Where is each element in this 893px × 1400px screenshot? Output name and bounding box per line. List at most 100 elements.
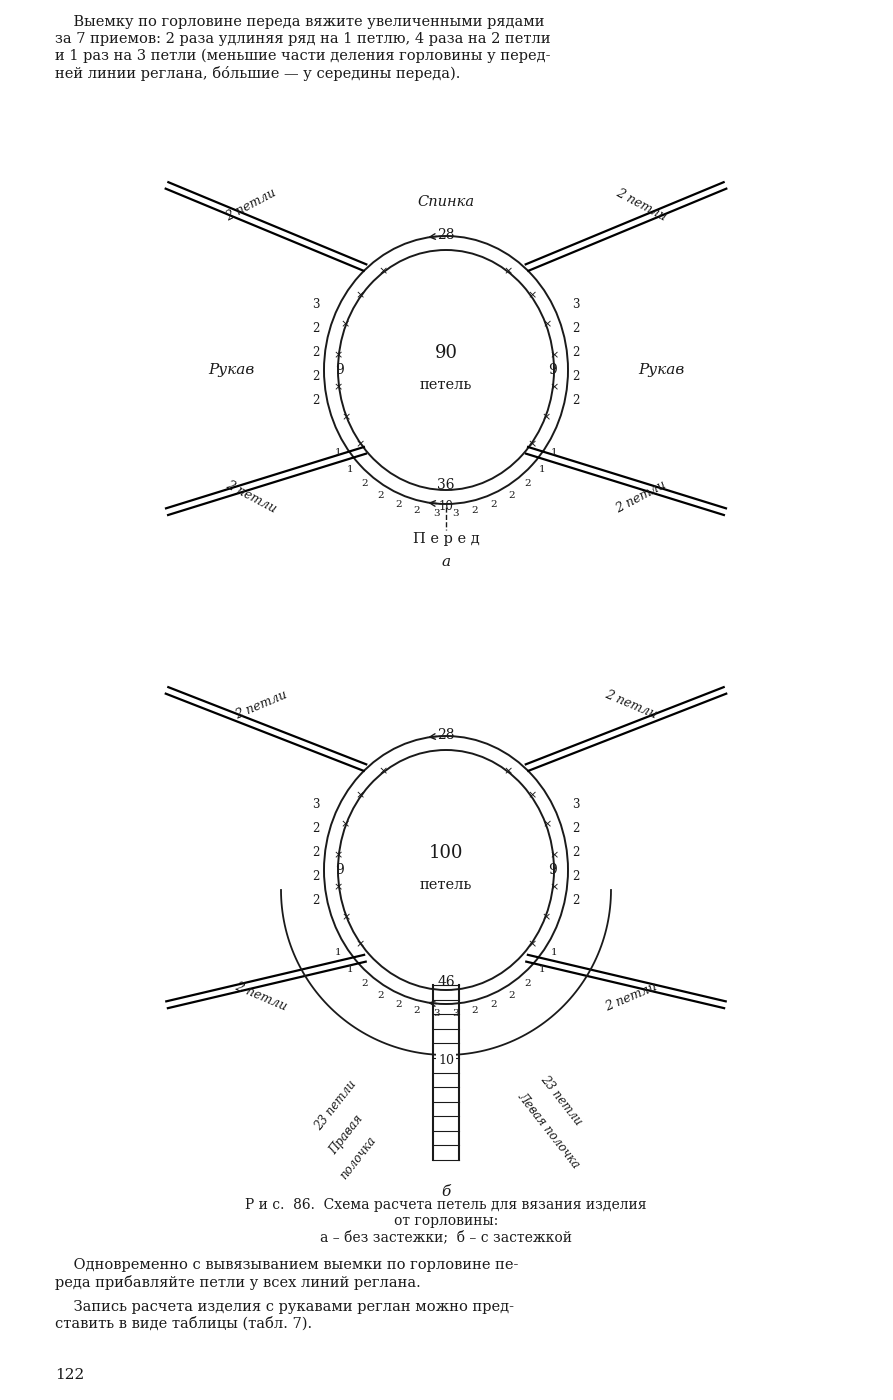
Text: 2: 2 xyxy=(313,869,320,882)
Text: 9: 9 xyxy=(335,862,344,876)
Text: 2: 2 xyxy=(490,1000,497,1009)
Text: 2: 2 xyxy=(490,500,497,508)
Text: 2 петли: 2 петли xyxy=(223,186,279,224)
Text: 2: 2 xyxy=(313,846,320,858)
Text: 10: 10 xyxy=(438,500,454,512)
Text: 28: 28 xyxy=(438,728,455,742)
Text: за 7 приемов: 2 раза удлиняя ряд на 1 петлю, 4 раза на 2 петли: за 7 приемов: 2 раза удлиняя ряд на 1 пе… xyxy=(55,32,551,46)
Text: 2 петли: 2 петли xyxy=(603,980,659,1014)
Text: ×: × xyxy=(333,882,343,892)
Text: 2: 2 xyxy=(362,979,368,988)
Text: 2 петли: 2 петли xyxy=(233,980,289,1014)
Text: от горловины:: от горловины: xyxy=(394,1214,498,1228)
Text: 2 петли: 2 петли xyxy=(613,479,669,515)
Text: ×: × xyxy=(341,412,350,423)
Text: Запись расчета изделия с рукавами реглан можно пред-: Запись расчета изделия с рукавами реглан… xyxy=(55,1301,514,1315)
Text: ставить в виде таблицы (табл. 7).: ставить в виде таблицы (табл. 7). xyxy=(55,1316,313,1331)
Text: 1: 1 xyxy=(538,465,545,473)
Text: Рукав: Рукав xyxy=(638,363,684,377)
Text: Правая: Правая xyxy=(327,1113,365,1158)
Text: 3: 3 xyxy=(433,1009,439,1018)
Text: 2: 2 xyxy=(395,500,402,508)
Text: 2 петли: 2 петли xyxy=(223,479,279,515)
Text: 2: 2 xyxy=(413,1007,421,1015)
Text: ×: × xyxy=(504,766,513,776)
Text: ×: × xyxy=(333,850,343,860)
Text: 1: 1 xyxy=(538,965,545,973)
Text: 100: 100 xyxy=(429,844,463,862)
Text: 3: 3 xyxy=(572,298,580,311)
Text: ×: × xyxy=(542,412,551,423)
Text: ×: × xyxy=(379,266,388,276)
Text: ×: × xyxy=(355,440,365,449)
Text: 2: 2 xyxy=(472,505,479,515)
Text: 2: 2 xyxy=(572,393,580,406)
Text: Левая полочка: Левая полочка xyxy=(515,1089,582,1170)
Text: ×: × xyxy=(549,850,559,860)
Text: 3: 3 xyxy=(453,1009,459,1018)
Text: 2: 2 xyxy=(378,991,384,1000)
Text: 2: 2 xyxy=(572,322,580,335)
Text: 3: 3 xyxy=(433,510,439,518)
Text: 9: 9 xyxy=(548,363,556,377)
Text: петель: петель xyxy=(420,378,472,392)
Text: петель: петель xyxy=(420,878,472,892)
Text: 2: 2 xyxy=(313,393,320,406)
Text: 2: 2 xyxy=(524,979,530,988)
Text: ней линии реглана, бо́льшие — у середины переда).: ней линии реглана, бо́льшие — у середины… xyxy=(55,66,461,81)
Text: П е р е д: П е р е д xyxy=(413,532,480,546)
Text: 2: 2 xyxy=(572,370,580,382)
Text: ×: × xyxy=(549,382,559,392)
Text: 2 петли: 2 петли xyxy=(603,689,659,722)
Text: а – без застежки;  б – с застежкой: а – без застежки; б – с застежкой xyxy=(320,1231,572,1245)
Text: ×: × xyxy=(527,440,537,449)
Text: 2: 2 xyxy=(572,346,580,358)
Text: ×: × xyxy=(527,791,537,801)
Text: 2: 2 xyxy=(508,991,514,1000)
Text: ×: × xyxy=(527,939,537,949)
Text: 3: 3 xyxy=(453,510,459,518)
Text: 3: 3 xyxy=(313,798,320,811)
Text: ×: × xyxy=(542,819,552,830)
Text: полочка: полочка xyxy=(338,1134,379,1182)
Text: ×: × xyxy=(542,913,551,923)
Text: ×: × xyxy=(333,350,343,360)
Text: 9: 9 xyxy=(548,862,556,876)
Text: ×: × xyxy=(355,939,365,949)
Text: 2: 2 xyxy=(313,822,320,834)
Text: Р и с.  86.  Схема расчета петель для вязания изделия: Р и с. 86. Схема расчета петель для вяза… xyxy=(246,1198,647,1212)
Text: 28: 28 xyxy=(438,228,455,242)
Text: ×: × xyxy=(527,291,537,301)
Text: 46: 46 xyxy=(438,974,455,988)
Text: 2: 2 xyxy=(313,893,320,907)
Text: 2: 2 xyxy=(313,346,320,358)
Text: ×: × xyxy=(340,819,350,830)
Text: 2: 2 xyxy=(313,370,320,382)
Text: 1: 1 xyxy=(335,448,341,456)
Text: ×: × xyxy=(355,791,365,801)
Text: реда прибавляйте петли у всех линий реглана.: реда прибавляйте петли у всех линий регл… xyxy=(55,1274,421,1289)
Text: 2: 2 xyxy=(572,846,580,858)
Text: 2 петли: 2 петли xyxy=(613,186,669,224)
Text: 23 петли: 23 петли xyxy=(313,1078,360,1133)
Text: 9: 9 xyxy=(335,363,344,377)
Text: 2: 2 xyxy=(362,479,368,487)
Text: 2: 2 xyxy=(572,869,580,882)
Text: 1: 1 xyxy=(346,965,354,973)
Text: ×: × xyxy=(340,319,350,329)
Text: б: б xyxy=(441,1184,451,1198)
Text: 1: 1 xyxy=(346,465,354,473)
Text: 3: 3 xyxy=(313,298,320,311)
Text: ×: × xyxy=(379,766,388,776)
Text: 36: 36 xyxy=(438,477,455,491)
Text: 2: 2 xyxy=(313,322,320,335)
Text: и 1 раз на 3 петли (меньшие части деления горловины у перед-: и 1 раз на 3 петли (меньшие части делени… xyxy=(55,49,550,63)
Text: Рукав: Рукав xyxy=(208,363,255,377)
Text: 2 петли: 2 петли xyxy=(233,689,289,722)
Text: 1: 1 xyxy=(551,948,557,958)
Text: 122: 122 xyxy=(55,1368,84,1382)
Text: 2: 2 xyxy=(508,490,514,500)
Text: 2: 2 xyxy=(378,490,384,500)
Text: ×: × xyxy=(549,350,559,360)
Text: 2: 2 xyxy=(572,893,580,907)
